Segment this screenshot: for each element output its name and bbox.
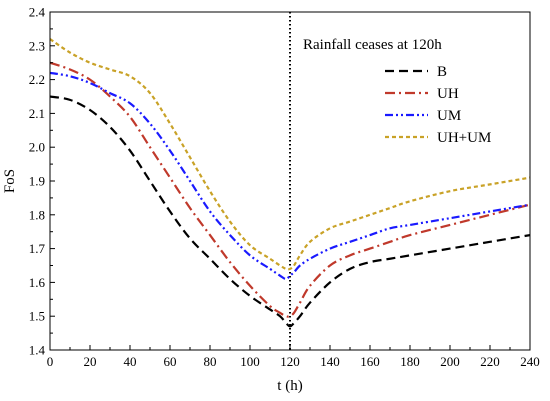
x-tick-label: 0 bbox=[47, 354, 54, 369]
x-tick-label: 40 bbox=[124, 354, 137, 369]
x-tick-label: 200 bbox=[440, 354, 460, 369]
legend-label: UM bbox=[437, 108, 461, 124]
x-tick-label: 80 bbox=[204, 354, 217, 369]
series-line-uh-um bbox=[50, 38, 530, 271]
series-line-uh bbox=[50, 61, 530, 318]
y-tick-label: 2.1 bbox=[29, 106, 45, 121]
series-line-b bbox=[50, 95, 530, 328]
y-tick-label: 2.3 bbox=[29, 38, 45, 53]
y-tick-label: 2.4 bbox=[29, 5, 46, 20]
plot-area bbox=[50, 12, 530, 350]
legend-label: UH bbox=[437, 86, 459, 102]
rainfall-annotation: Rainfall ceases at 120h bbox=[303, 37, 442, 53]
x-tick-label: 100 bbox=[240, 354, 260, 369]
legend-label: UH+UM bbox=[437, 130, 491, 146]
axes: 0 20 40 60 80 100 120 140 160 180 200 220 240 1.4 1.5 1… bbox=[2, 5, 540, 395]
x-tick-label: 140 bbox=[320, 354, 340, 369]
x-tick-label: 60 bbox=[164, 354, 177, 369]
x-tick-label: 180 bbox=[400, 354, 420, 369]
y-tick-label: 1.6 bbox=[29, 275, 46, 290]
x-tick-label: 240 bbox=[520, 354, 540, 369]
x-tick-label: 20 bbox=[84, 354, 97, 369]
series-line-um bbox=[50, 71, 530, 281]
x-tick-label: 160 bbox=[360, 354, 380, 369]
x-axis-label: t (h) bbox=[277, 378, 302, 394]
y-tick-label: 1.4 bbox=[29, 343, 46, 358]
y-axis-label: FoS bbox=[2, 169, 18, 193]
x-tick-label: 220 bbox=[480, 354, 500, 369]
y-tick-label: 1.5 bbox=[29, 309, 45, 324]
legend: B UH UM UH+UM bbox=[385, 64, 491, 146]
y-tick-label: 1.9 bbox=[29, 174, 45, 189]
x-tick-label: 120 bbox=[280, 354, 300, 369]
y-tick-label: 2.2 bbox=[29, 72, 45, 87]
y-tick-label: 2.0 bbox=[29, 140, 45, 155]
y-tick-label: 1.8 bbox=[29, 207, 45, 222]
legend-label: B bbox=[437, 64, 447, 80]
y-tick-label: 1.7 bbox=[29, 241, 46, 256]
